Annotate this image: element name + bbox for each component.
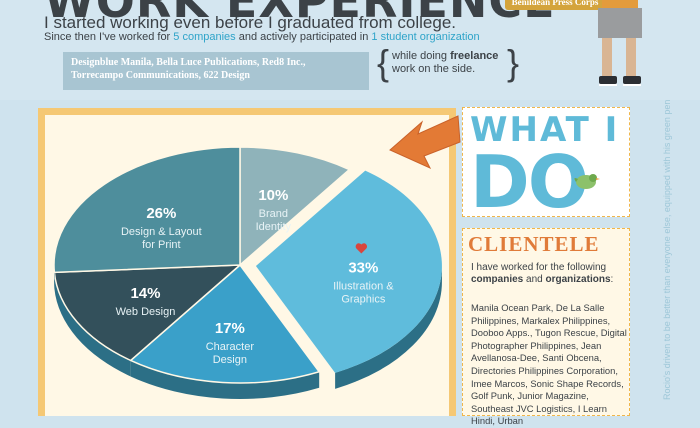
experience-summary: Since then I've worked for 5 companies a…	[44, 31, 480, 43]
pointer-arrow-icon	[388, 110, 462, 174]
freelance-note: while doing freelance work on the side.	[392, 50, 498, 76]
summary-middle: and actively participated in	[236, 31, 372, 43]
side-note-text: Rocio's driven to be better than everyon…	[662, 110, 672, 400]
companies-count: 5 companies	[173, 31, 235, 43]
freelance-suffix: work on the side.	[392, 63, 498, 76]
slice-category-label: Design & Layout	[121, 226, 202, 238]
slice-category-label: for Print	[142, 239, 181, 251]
slice-category-label: Brand	[259, 208, 288, 220]
client-list: Manila Ocean Park, De La Salle Philippin…	[471, 302, 629, 428]
organizations-word: organizations	[546, 274, 611, 285]
freelance-prefix: while doing	[392, 50, 450, 62]
slice-percent-label: 17%	[215, 320, 245, 337]
slice-percent-label: 14%	[130, 285, 160, 302]
slice-percent-label: 10%	[258, 187, 288, 204]
do-heading: DO	[470, 140, 587, 224]
clientele-intro-pre: I have worked for the following	[471, 262, 606, 273]
clientele-intro: I have worked for the following companie…	[471, 262, 627, 286]
clientele-intro-post: :	[611, 274, 614, 285]
summary-prefix: Since then I've worked for	[44, 31, 173, 43]
companies-line-2: Torrecampo Communications, 622 Design	[71, 69, 361, 82]
clientele-intro-and: and	[523, 274, 545, 285]
person-illustration-icon	[580, 0, 660, 100]
slice-category-label: Web Design	[116, 306, 176, 318]
slice-percent-label: 26%	[146, 205, 176, 222]
slice-category-label: Design	[213, 354, 247, 366]
slice-category-label: Character	[206, 341, 255, 353]
slice-category-label: Identity	[256, 221, 292, 233]
slice-category-label: Graphics	[341, 293, 386, 305]
slice-percent-label: 33%	[348, 259, 378, 276]
bird-icon	[572, 170, 600, 192]
left-brace-icon: {	[377, 45, 389, 81]
clientele-heading: CLIENTELE	[468, 232, 600, 257]
intro-text: I started working even before I graduate…	[44, 13, 456, 33]
side-note: Rocio's driven to be better than everyon…	[632, 100, 698, 416]
companies-word: companies	[471, 274, 523, 285]
companies-line-1: Designblue Manila, Bella Luce Publicatio…	[71, 56, 361, 69]
freelance-word: freelance	[450, 50, 498, 62]
right-brace-icon: }	[507, 45, 519, 81]
companies-box: Designblue Manila, Bella Luce Publicatio…	[63, 52, 369, 90]
slice-category-label: Illustration &	[333, 280, 394, 292]
